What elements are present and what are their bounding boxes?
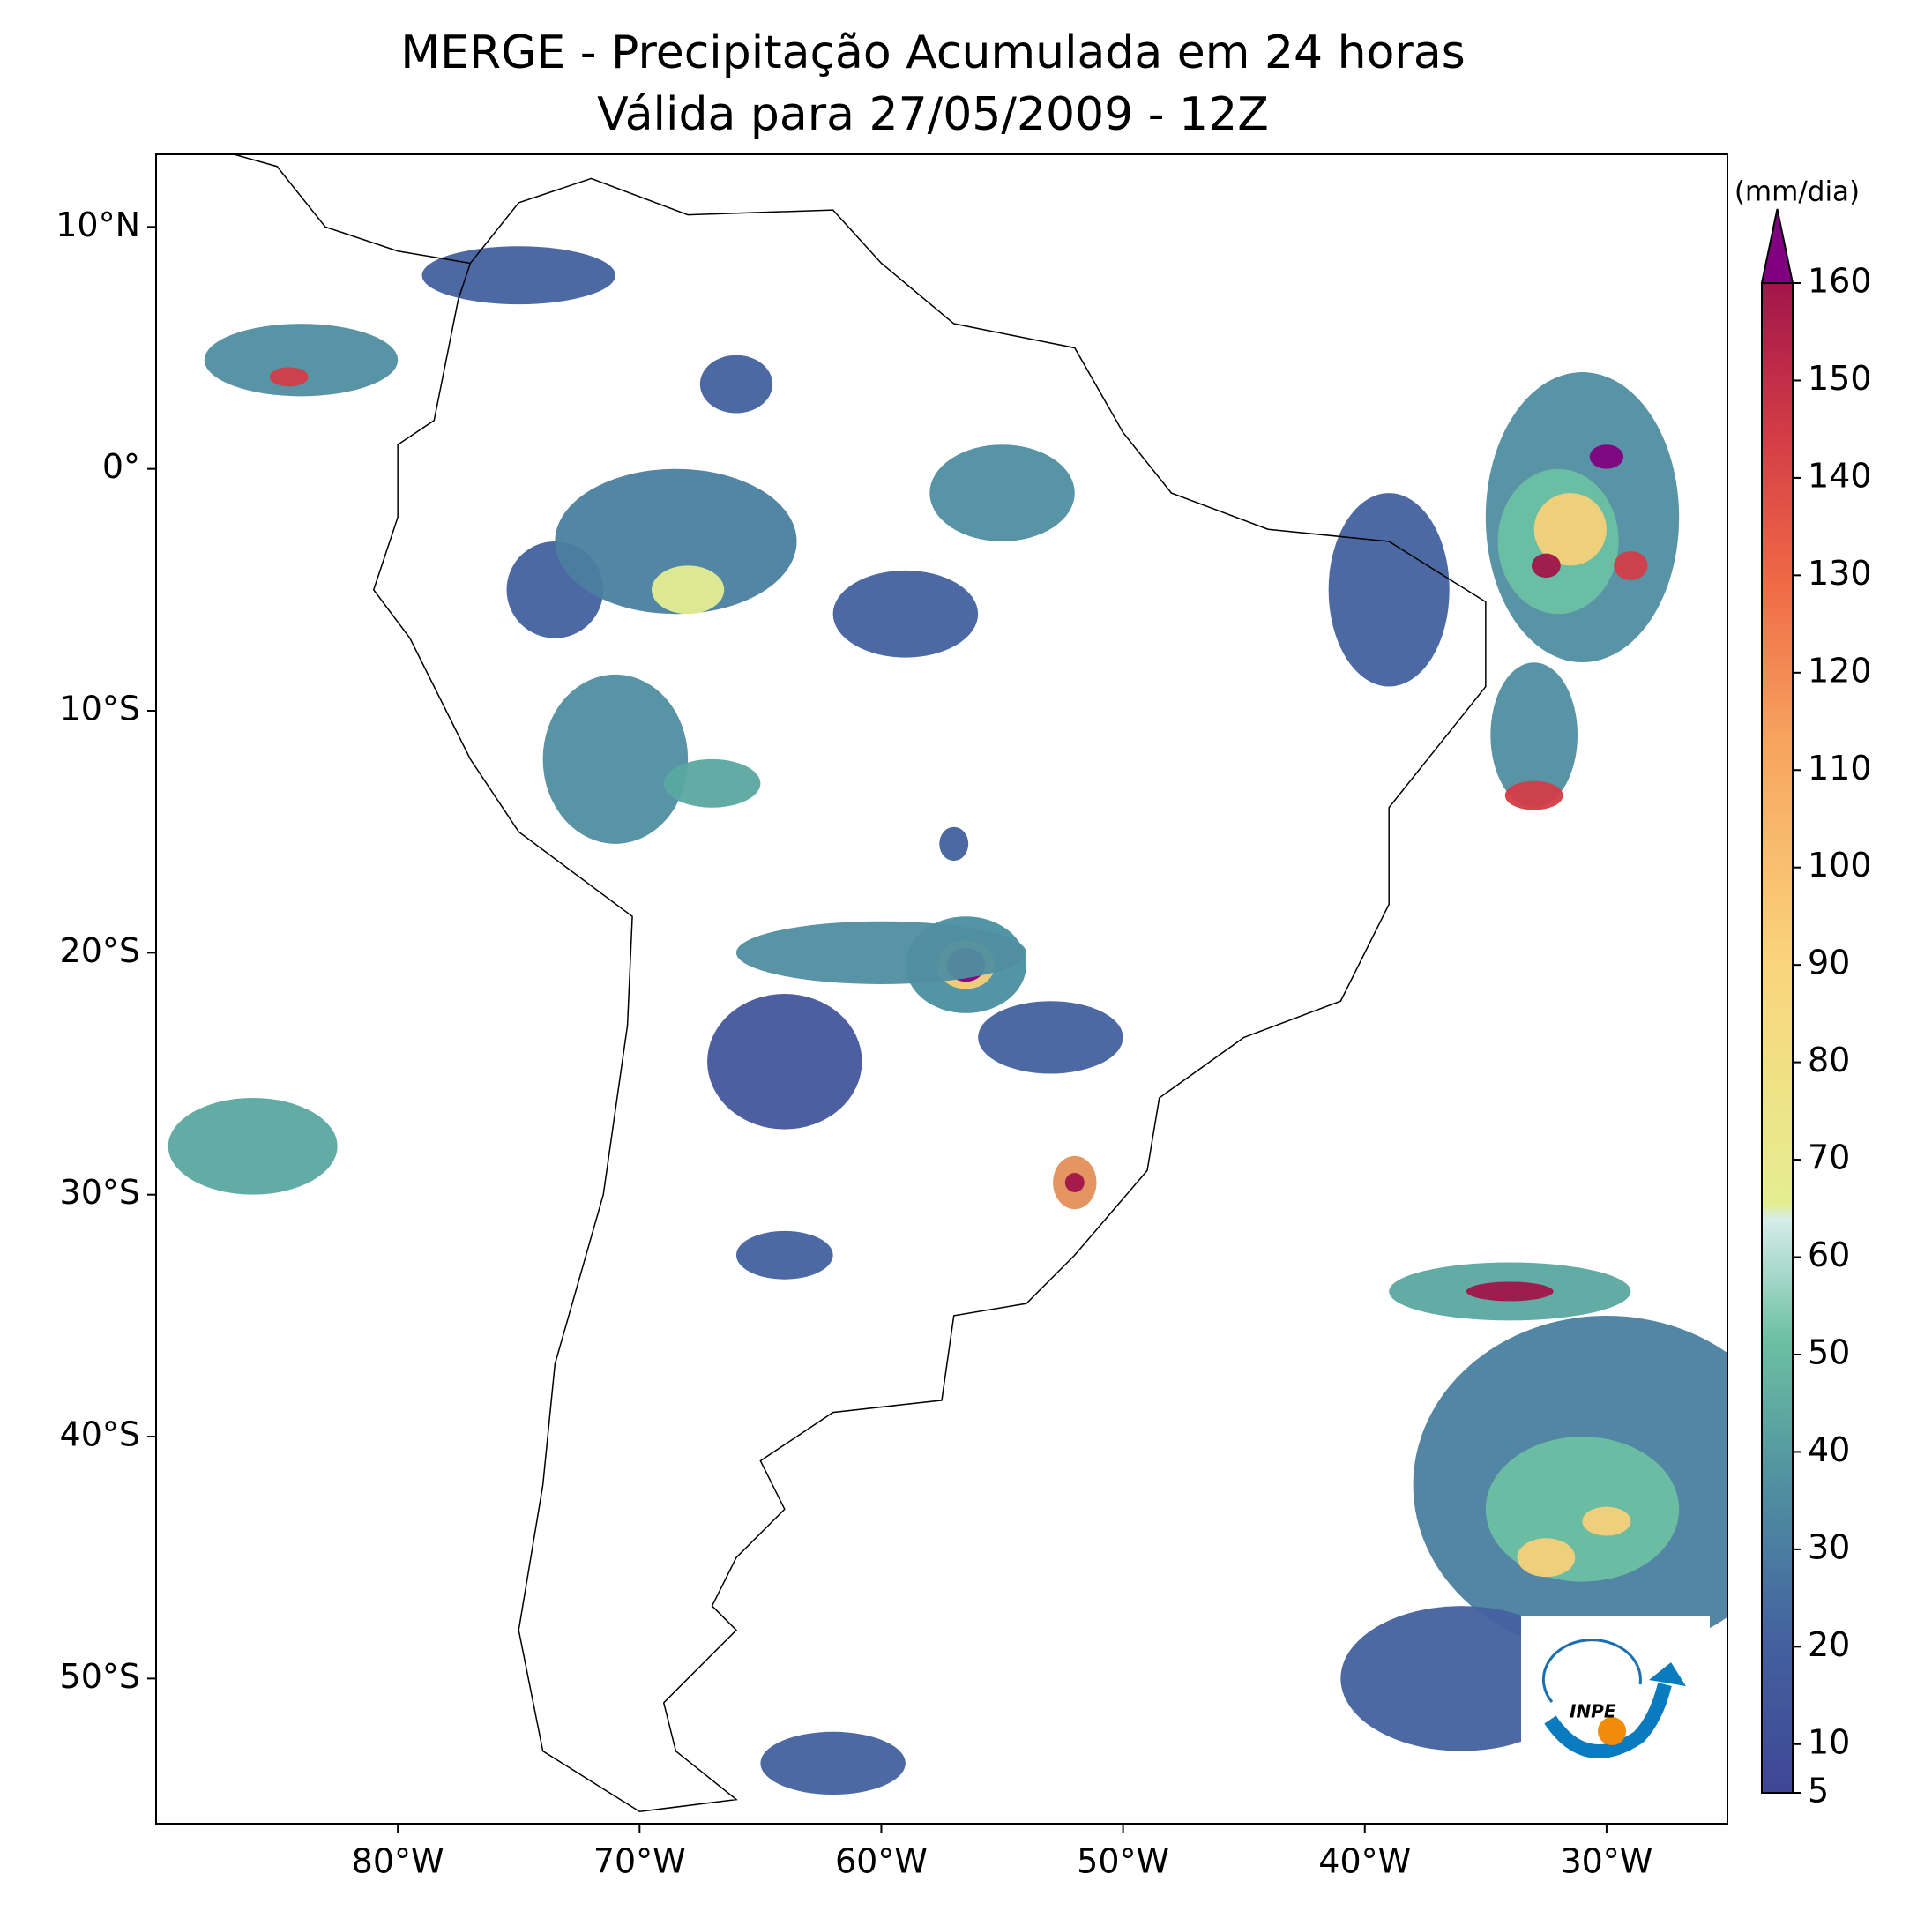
precip-area — [707, 994, 862, 1130]
y-tick-label: 30°S — [60, 1173, 140, 1212]
precip-area — [1328, 493, 1450, 687]
x-tick-label: 40°W — [1318, 1842, 1411, 1881]
coastline — [372, 177, 1487, 1813]
precip-area — [1466, 1281, 1554, 1302]
colorbar — [1761, 282, 1794, 1794]
colorbar-tick-label: 80 — [1808, 1041, 1850, 1079]
subtitle: Válida para 27/05/2009 - 12Z — [597, 88, 1269, 141]
x-tick-label: 30°W — [1560, 1842, 1652, 1881]
precip-area — [204, 324, 399, 397]
colorbar-tick-label: 30 — [1808, 1527, 1850, 1566]
colorbar-tick-label: 160 — [1808, 262, 1872, 301]
precip-area — [699, 355, 773, 414]
colorbar-label: (mm/dia) — [1734, 176, 1860, 208]
colorbar-tick-label: 90 — [1808, 944, 1850, 982]
logo: INPE — [1521, 1616, 1710, 1774]
colorbar-tick-label: 120 — [1808, 651, 1872, 690]
colorbar-tick-label: 130 — [1808, 554, 1872, 593]
precip-area — [269, 367, 309, 387]
y-tick-label: 10°N — [56, 205, 140, 244]
colorbar-tick-label: 150 — [1808, 359, 1872, 398]
precip-area — [1614, 550, 1648, 580]
y-tick-label: 20°S — [60, 931, 140, 970]
precip-area — [421, 246, 615, 305]
logo-text: INPE — [1570, 1701, 1616, 1722]
precip-area — [1504, 780, 1563, 810]
precip-area — [939, 826, 969, 862]
colorbar-extend — [1760, 208, 1794, 284]
precip-area — [978, 1001, 1123, 1074]
colorbar-tick-label: 5 — [1808, 1772, 1829, 1810]
colorbar-tick-label: 110 — [1808, 749, 1872, 788]
colorbar-tick-label: 40 — [1808, 1430, 1850, 1469]
precip-area — [1485, 1437, 1680, 1582]
map-frame — [155, 153, 1728, 1825]
coastline — [231, 154, 471, 265]
x-tick-label: 80°W — [352, 1842, 444, 1881]
colorbar-tick-label: 140 — [1808, 456, 1872, 495]
colorbar-tick-label: 60 — [1808, 1235, 1850, 1274]
precip-area — [1589, 444, 1624, 469]
precip-area — [555, 468, 797, 615]
x-tick-label: 70°W — [593, 1842, 686, 1881]
precip-area — [735, 921, 1026, 984]
precip-area — [1531, 553, 1561, 579]
x-tick-label: 50°W — [1077, 1842, 1169, 1881]
map-area — [168, 154, 1727, 1813]
colorbar-tick-label: 10 — [1808, 1722, 1850, 1761]
precip-area — [1064, 1173, 1085, 1192]
colorbar-tick-label: 100 — [1808, 846, 1872, 885]
title: MERGE - Precipitação Acumulada em 24 hor… — [400, 26, 1466, 79]
precip-area — [1533, 493, 1607, 566]
precip-area — [735, 1230, 833, 1280]
precip-area — [760, 1731, 906, 1795]
y-tick-label: 0° — [102, 447, 140, 486]
y-tick-label: 40°S — [60, 1415, 140, 1454]
x-tick-label: 60°W — [835, 1842, 928, 1881]
precip-area — [1517, 1538, 1576, 1578]
precip-area — [1490, 662, 1578, 808]
colorbar-tick-label: 50 — [1808, 1332, 1850, 1371]
precip-area — [663, 758, 761, 808]
y-tick-label: 50°S — [60, 1657, 140, 1696]
precip-area — [832, 570, 979, 658]
y-tick-label: 10°S — [60, 690, 140, 728]
precip-area — [542, 674, 689, 844]
colorbar-tick-label: 20 — [1808, 1625, 1850, 1664]
precip-area — [168, 1097, 338, 1195]
precip-area — [652, 565, 725, 615]
precip-area — [1582, 1506, 1631, 1536]
precip-area — [929, 444, 1075, 541]
colorbar-tick-label: 70 — [1808, 1138, 1850, 1177]
